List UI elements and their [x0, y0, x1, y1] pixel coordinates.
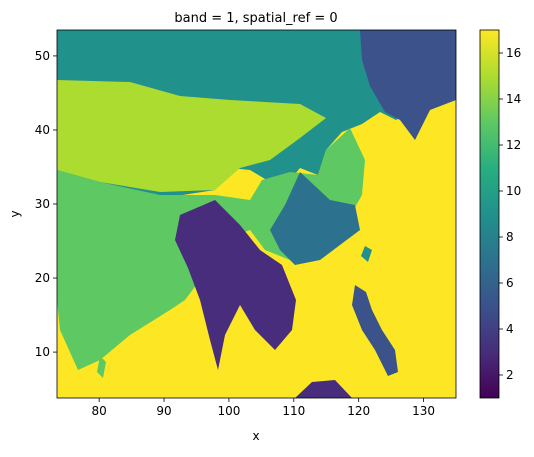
colorbar: 2 4 6 8 10 12 14 16 [479, 29, 521, 399]
plot-frame [56, 29, 457, 399]
x-tick-label: 120 [347, 404, 370, 418]
region-southeast-asia-forest [175, 200, 296, 370]
region-southern-forest [270, 172, 360, 265]
x-axis: 80 90 100 110 120 130 [92, 398, 435, 418]
colorbar-tick-label: 4 [506, 322, 514, 336]
colorbar-gradient [479, 29, 500, 399]
y-tick-label: 50 [35, 49, 50, 63]
x-tick-label: 100 [217, 404, 240, 418]
colorbar-tick-label: 2 [506, 368, 514, 382]
colorbar-tick-label: 16 [506, 46, 521, 60]
y-tick-label: 20 [35, 271, 50, 285]
region-sri-lanka [97, 356, 106, 378]
region-western-plateau [57, 80, 326, 192]
chart-title: band = 1, spatial_ref = 0 [174, 11, 337, 26]
x-tick-label: 90 [156, 404, 171, 418]
colorbar-tick-label: 12 [506, 138, 521, 152]
colorbar-tick-label: 10 [506, 184, 521, 198]
region-philippines [352, 285, 398, 376]
heatmap-image [57, 30, 456, 398]
y-tick-label: 40 [35, 123, 50, 137]
y-tick-label: 10 [35, 345, 50, 359]
y-axis: 10 20 30 40 50 [35, 49, 57, 359]
region-northeast-forest [360, 30, 456, 140]
region-taiwan [361, 246, 372, 262]
y-tick-label: 30 [35, 197, 50, 211]
colorbar-axis: 2 4 6 8 10 12 14 16 [499, 46, 521, 382]
x-tick-label: 80 [92, 404, 107, 418]
x-tick-label: 130 [412, 404, 435, 418]
region-borneo [295, 380, 352, 398]
colorbar-tick-label: 14 [506, 92, 521, 106]
y-axis-label: y [8, 210, 22, 217]
x-tick-label: 110 [282, 404, 305, 418]
colorbar-tick-label: 6 [506, 276, 514, 290]
colorbar-tick-label: 8 [506, 230, 514, 244]
x-axis-label: x [252, 429, 259, 443]
